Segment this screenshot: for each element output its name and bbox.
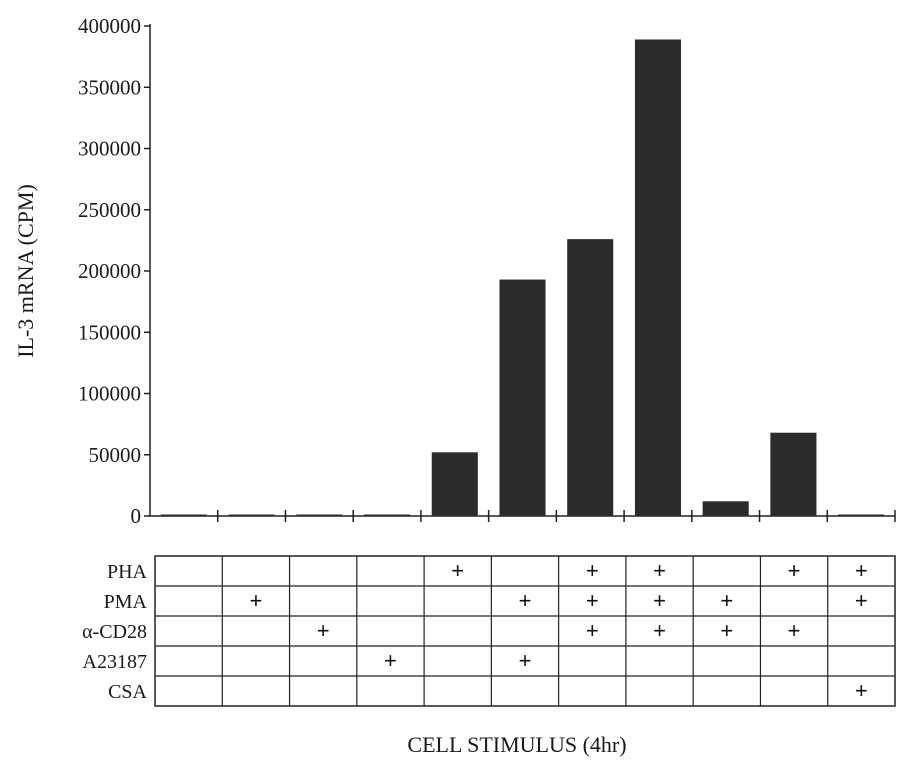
condition-mark: + xyxy=(653,588,666,613)
condition-label: PHA xyxy=(107,561,148,583)
condition-mark: + xyxy=(519,648,532,673)
condition-mark: + xyxy=(855,558,868,583)
condition-mark: + xyxy=(653,558,666,583)
y-tick-label: 0 xyxy=(131,504,142,528)
condition-mark: + xyxy=(720,618,733,643)
condition-mark: + xyxy=(519,588,532,613)
y-axis-title: IL-3 mRNA (CPM) xyxy=(13,184,38,358)
bar xyxy=(702,501,749,516)
condition-label: α-CD28 xyxy=(82,621,147,643)
y-tick-label: 400000 xyxy=(78,14,141,38)
condition-table-border xyxy=(154,555,896,707)
y-tick-label: 300000 xyxy=(78,137,141,161)
bar xyxy=(770,432,817,516)
condition-mark: + xyxy=(788,558,801,583)
bar xyxy=(838,514,885,516)
condition-mark: + xyxy=(249,588,262,613)
bar xyxy=(499,279,546,516)
condition-mark: + xyxy=(451,558,464,583)
y-tick-label: 250000 xyxy=(78,198,141,222)
y-tick-label: 150000 xyxy=(78,320,141,344)
condition-mark: + xyxy=(384,648,397,673)
y-tick-label: 350000 xyxy=(78,75,141,99)
bar xyxy=(364,514,411,516)
condition-mark: + xyxy=(720,588,733,613)
condition-label: CSA xyxy=(108,681,147,703)
condition-mark: + xyxy=(586,588,599,613)
bar xyxy=(567,239,614,516)
condition-mark: + xyxy=(855,678,868,703)
bar xyxy=(634,39,681,516)
bar xyxy=(160,514,207,516)
condition-mark: + xyxy=(317,618,330,643)
condition-mark: + xyxy=(586,558,599,583)
condition-mark: + xyxy=(586,618,599,643)
bar xyxy=(228,514,275,516)
condition-mark: + xyxy=(788,618,801,643)
x-axis-title: CELL STIMULUS (4hr) xyxy=(407,732,626,757)
y-tick-label: 100000 xyxy=(78,382,141,406)
condition-label: PMA xyxy=(104,591,148,613)
condition-label: A23187 xyxy=(83,651,147,673)
bar xyxy=(431,452,478,516)
bar xyxy=(296,514,343,516)
condition-mark: + xyxy=(653,618,666,643)
y-tick-label: 200000 xyxy=(78,259,141,283)
y-tick-label: 50000 xyxy=(89,443,142,467)
condition-mark: + xyxy=(855,588,868,613)
